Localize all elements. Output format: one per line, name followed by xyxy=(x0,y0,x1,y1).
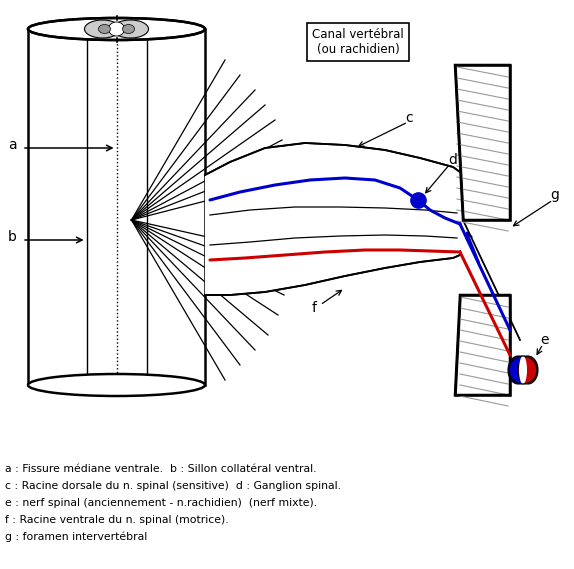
Ellipse shape xyxy=(99,24,111,34)
Ellipse shape xyxy=(108,22,125,36)
Text: f : Racine ventrale du n. spinal (motrice).: f : Racine ventrale du n. spinal (motric… xyxy=(5,515,228,525)
Text: f: f xyxy=(312,301,317,315)
Text: c: c xyxy=(405,111,413,125)
Text: e : nerf spinal (anciennement - n.rachidien)  (nerf mixte).: e : nerf spinal (anciennement - n.rachid… xyxy=(5,498,317,508)
Ellipse shape xyxy=(28,18,205,40)
Text: d: d xyxy=(448,153,457,167)
Polygon shape xyxy=(455,295,510,395)
Polygon shape xyxy=(455,65,510,220)
Ellipse shape xyxy=(84,20,121,38)
Text: e: e xyxy=(540,333,549,347)
Text: b: b xyxy=(8,230,17,244)
Text: a : Fissure médiane ventrale.  b : Sillon collatéral ventral.: a : Fissure médiane ventrale. b : Sillon… xyxy=(5,464,316,474)
Ellipse shape xyxy=(113,20,149,38)
Text: a: a xyxy=(8,138,17,152)
Text: g: g xyxy=(550,188,559,202)
Polygon shape xyxy=(205,143,460,295)
Text: g : foramen intervertébral: g : foramen intervertébral xyxy=(5,531,148,542)
Ellipse shape xyxy=(508,356,528,384)
Text: c : Racine dorsale du n. spinal (sensitive)  d : Ganglion spinal.: c : Racine dorsale du n. spinal (sensiti… xyxy=(5,481,341,491)
Ellipse shape xyxy=(518,356,538,384)
Text: Canal vertébral
(ou rachidien): Canal vertébral (ou rachidien) xyxy=(312,28,404,56)
Ellipse shape xyxy=(28,374,205,396)
Ellipse shape xyxy=(519,356,527,384)
Ellipse shape xyxy=(122,24,134,34)
